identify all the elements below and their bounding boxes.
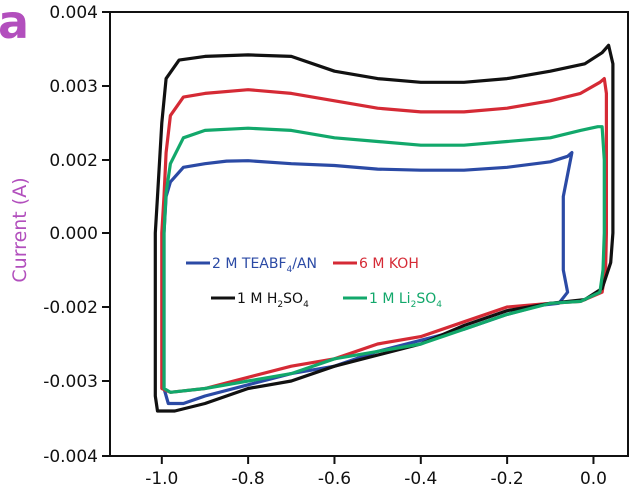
- legend-subscript: 2: [411, 300, 417, 310]
- x-tick-label: 0.0: [580, 469, 607, 489]
- legend-label: 2 M TEABF4/AN: [212, 256, 317, 275]
- x-tick-label: -0.4: [404, 469, 437, 489]
- legend-text-part: SO: [283, 291, 303, 307]
- plot-area: 0.004 0.003 0.002 0.000 -0.002 -0.003 -0.004 -1…: [43, 3, 629, 489]
- y-tick-label: 0.000: [49, 224, 98, 244]
- x-tick-label: -0.6: [318, 469, 351, 489]
- legend-text-part: 6 M KOH: [359, 256, 419, 272]
- x-tick-label: -0.2: [491, 469, 524, 489]
- legend-text-part: SO: [416, 291, 436, 307]
- x-tick-label: -0.8: [232, 469, 265, 489]
- legend-label: 6 M KOH: [359, 256, 419, 272]
- x-tick-label: -1.0: [145, 469, 178, 489]
- legend-text-part: 2 M TEABF: [212, 256, 287, 272]
- y-tick-label: -0.002: [43, 298, 98, 318]
- series-line-1-m-li2so4: [162, 125, 606, 394]
- y-tick-label: -0.003: [43, 372, 98, 392]
- legend-text-part: /AN: [292, 256, 317, 272]
- panel-label: a: [0, 0, 29, 49]
- y-tick-label: 0.003: [49, 77, 98, 97]
- series-line-6-m-koh: [160, 77, 608, 394]
- legend-label: 1 M Li2SO4: [369, 291, 442, 310]
- y-axis-title: Current (A): [9, 177, 31, 282]
- series-line-1-m-h2so4: [153, 43, 615, 413]
- y-tick-label: -0.004: [43, 447, 98, 467]
- legend-text-part: 1 M Li: [369, 291, 411, 307]
- y-tick-label: 0.004: [49, 3, 98, 23]
- legend-subscript: 4: [303, 300, 309, 310]
- legend-subscript: 4: [287, 265, 293, 275]
- legend-label: 1 M H2SO4: [237, 291, 309, 310]
- y-tick-label: 0.002: [49, 151, 98, 171]
- legend-subscript: 2: [277, 300, 283, 310]
- legend-text-part: 1 M H: [237, 291, 277, 307]
- legend-subscript: 4: [436, 300, 442, 310]
- series-line-2-m-teabf4-an: [162, 151, 574, 406]
